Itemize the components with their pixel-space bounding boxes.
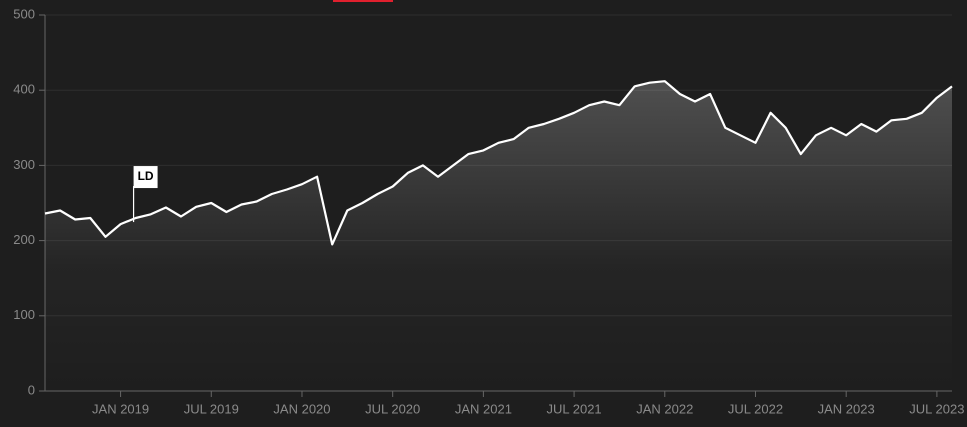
y-tick-label: 200 xyxy=(13,232,35,247)
y-tick-label: 300 xyxy=(13,157,35,172)
y-tick-label: 400 xyxy=(13,82,35,97)
y-tick-label: 100 xyxy=(13,307,35,322)
annotation-label: LD xyxy=(138,169,154,183)
x-tick-label: JUL 2021 xyxy=(546,401,601,416)
x-tick-label: JAN 2022 xyxy=(636,401,693,416)
line xyxy=(44,80,953,246)
x-tick-label: JAN 2020 xyxy=(273,401,330,416)
x-tick-label: JUL 2022 xyxy=(728,401,783,416)
x-tick-label: JUL 2020 xyxy=(365,401,420,416)
annotation-flag xyxy=(133,166,158,189)
area xyxy=(45,81,952,391)
x-tick-label: JUL 2019 xyxy=(184,401,239,416)
x-tick-label: JAN 2023 xyxy=(818,401,875,416)
y-tick-label: 0 xyxy=(28,382,35,397)
x-tick-label: JAN 2021 xyxy=(455,401,512,416)
x-tick-label: JAN 2019 xyxy=(92,401,149,416)
y-tick-label: 500 xyxy=(13,6,35,21)
x-tick-label: JUL 2023 xyxy=(909,401,964,416)
top-indicator xyxy=(333,0,393,2)
